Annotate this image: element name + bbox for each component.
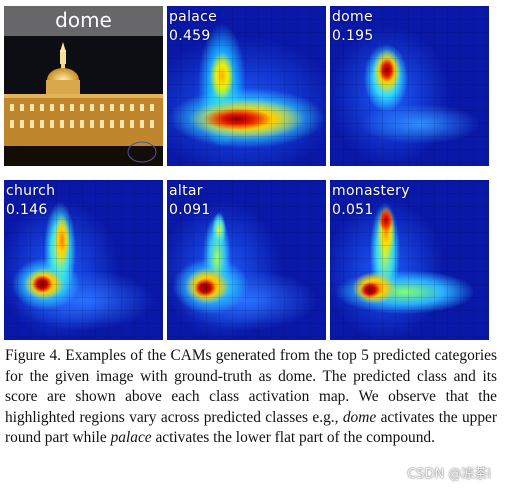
- class-score: 0.091: [169, 202, 211, 218]
- class-score: 0.146: [6, 202, 48, 218]
- heatmap-grid: [167, 180, 326, 340]
- heatmap-grid: [167, 6, 326, 166]
- class-score: 0.195: [332, 28, 374, 44]
- class-label: dome: [332, 9, 373, 25]
- ground-truth-bar: [4, 6, 163, 36]
- caption-emphasis-palace: palace: [110, 429, 152, 446]
- csdn-watermark: CSDN @凉茶i: [407, 467, 491, 482]
- figure-caption: Figure 4. Examples of the CAMs generated…: [5, 346, 497, 449]
- heatmap: [167, 6, 326, 166]
- heatmap: [167, 180, 326, 340]
- cam-panel-church: church 0.146: [4, 180, 163, 340]
- heatmap-grid: [330, 6, 489, 166]
- heatmap: [330, 180, 489, 340]
- caption-text-3: activates the lower flat part of the com…: [151, 429, 435, 446]
- cam-figure: dome palace 0.459 dome 0.195 church 0.14…: [4, 6, 489, 340]
- input-photo: dome: [4, 6, 163, 166]
- class-label: church: [6, 183, 56, 199]
- cam-panel-altar: altar 0.091: [167, 180, 326, 340]
- cam-panel-monastery: monastery 0.051: [330, 180, 489, 340]
- heatmap-grid: [330, 180, 489, 340]
- caption-text-2: activates the upper round part while: [5, 408, 497, 447]
- class-score: 0.051: [332, 202, 374, 218]
- class-label: palace: [169, 9, 218, 25]
- heatmap: [4, 180, 163, 340]
- class-label: monastery: [332, 183, 410, 199]
- cam-panel-dome: dome 0.195: [330, 6, 489, 166]
- cam-panel-palace: palace 0.459: [167, 6, 326, 166]
- caption-emphasis-dome: dome: [342, 408, 377, 426]
- heatmap-grid: [4, 180, 163, 340]
- class-label: altar: [169, 183, 203, 199]
- heatmap: [330, 6, 489, 166]
- ground-truth-label: dome: [55, 8, 112, 32]
- caption-text-1: Figure 4. Examples of the CAMs generated…: [5, 347, 497, 426]
- class-score: 0.459: [169, 28, 211, 44]
